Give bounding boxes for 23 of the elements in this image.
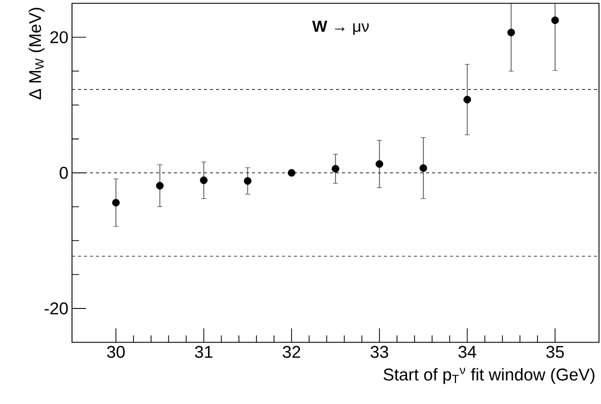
y-tick-label: 20 bbox=[50, 31, 68, 44]
point bbox=[156, 182, 164, 190]
x-tick-label: 32 bbox=[282, 346, 300, 358]
y-tick-label: -20 bbox=[44, 302, 68, 314]
x-axis-title: Start of p$_{T}$$^{ν}$ fit window (GeV) bbox=[384, 368, 594, 384]
point bbox=[376, 160, 384, 168]
point bbox=[288, 168, 296, 176]
y-axis-title: Δ M$_{W}$ (MeV) bbox=[28, 8, 44, 100]
x-tick-label: 34 bbox=[458, 346, 476, 358]
point bbox=[200, 176, 208, 184]
point bbox=[551, 16, 559, 24]
point bbox=[332, 164, 340, 172]
x-tick-label: 33 bbox=[370, 346, 388, 358]
point bbox=[112, 198, 120, 206]
point bbox=[244, 177, 252, 185]
point bbox=[507, 28, 515, 36]
point bbox=[463, 96, 472, 104]
x-tick-label: 31 bbox=[194, 346, 212, 358]
x-tick-label: 35 bbox=[546, 346, 564, 358]
text: W → μν bbox=[312, 20, 369, 35]
point bbox=[420, 164, 428, 172]
x-tick-label: 30 bbox=[107, 346, 125, 358]
y-tick-label: 0 bbox=[60, 166, 68, 179]
